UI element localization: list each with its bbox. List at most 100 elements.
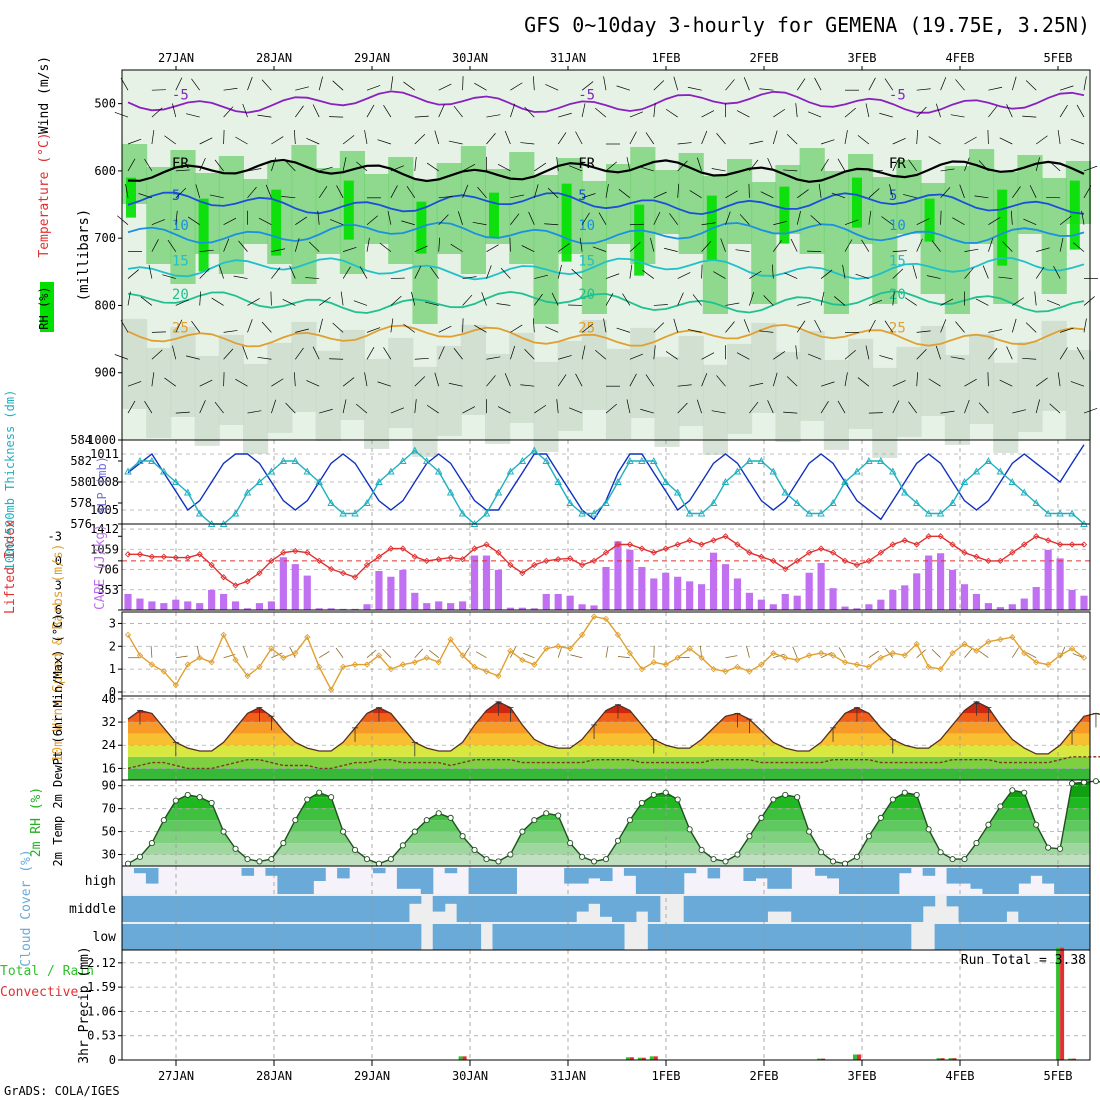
wind-barb — [148, 264, 153, 279]
wind-barb — [571, 268, 583, 279]
cloud-cell — [659, 868, 673, 894]
cloud-cell — [492, 924, 506, 950]
wind-barb — [390, 318, 394, 333]
cloud-cell — [994, 896, 1007, 922]
cloud-cell — [982, 868, 995, 894]
wind-barb — [426, 404, 439, 414]
isotherm-label: 20 — [889, 287, 906, 303]
wind10m-barb — [414, 648, 424, 658]
wind-barb — [916, 330, 931, 333]
rh-band-high — [1069, 180, 1080, 250]
rh-band-low — [1041, 320, 1067, 411]
precip-tick-label: 1.59 — [87, 980, 116, 994]
wind-barb — [191, 78, 200, 91]
temp-band — [128, 713, 1090, 723]
cloud-cell — [1042, 896, 1055, 922]
wind-barb — [164, 377, 177, 387]
cape-bar — [482, 555, 491, 610]
lifted-index-point — [1021, 541, 1028, 548]
lifted-index-point — [794, 557, 801, 564]
wind10m-barb — [289, 646, 296, 658]
wind-barb — [716, 133, 726, 145]
cloud-cell — [982, 924, 995, 950]
wind-barb — [772, 130, 778, 145]
precip-total-legend: Total / Rain — [0, 964, 94, 979]
cloud-cell — [157, 896, 171, 922]
wind10m-point — [459, 652, 466, 659]
cloud-cell — [922, 868, 936, 876]
rh2m-point — [268, 856, 275, 863]
wind-barb — [477, 186, 487, 199]
lifted-index-point — [961, 549, 968, 556]
rh-band — [128, 808, 1090, 821]
thickness-point — [566, 499, 574, 506]
wind-barb — [528, 211, 535, 225]
rh2m-point — [244, 856, 251, 863]
wind-barb — [687, 329, 702, 333]
cape-bar — [972, 593, 981, 610]
wind-barb — [199, 400, 206, 414]
wind-tick-label: 1 — [109, 662, 116, 676]
rh-tick-label: 30 — [102, 848, 116, 862]
lifted-index-point — [746, 549, 753, 556]
thickness-point — [411, 446, 419, 454]
cloud-cell — [564, 896, 577, 922]
wind-barb — [144, 158, 153, 172]
cloud-cell — [886, 896, 900, 922]
cape-bar — [757, 599, 765, 610]
rh2m-point — [1045, 844, 1052, 851]
cloud-cell — [133, 896, 147, 922]
wind-barb — [916, 88, 931, 91]
wind-barb — [453, 105, 463, 118]
cloud-cell — [576, 924, 589, 950]
wind-barb — [749, 382, 764, 387]
cloud-cell — [970, 924, 984, 950]
wind-barb — [629, 264, 633, 279]
wind-barb — [677, 292, 684, 306]
wind-barb — [434, 372, 440, 387]
date-label-bottom: 5FEB — [1044, 1069, 1073, 1083]
cloud-cell — [528, 896, 541, 922]
cloud-cell — [779, 896, 792, 912]
thickness-point — [446, 488, 455, 496]
wind-barb — [1006, 104, 1013, 118]
wind-barb — [988, 217, 1001, 226]
wind-barb — [414, 357, 429, 360]
lifted-index-point — [136, 551, 144, 558]
cloud-cell — [492, 868, 506, 894]
wind-barb — [844, 107, 856, 118]
wind-barb — [701, 240, 712, 252]
wind-barb — [629, 373, 637, 387]
cloud-cell — [1006, 924, 1019, 950]
wind-barb — [127, 138, 142, 145]
wind-barb — [616, 85, 631, 91]
cloud-cell — [289, 924, 302, 950]
wind-barb — [556, 156, 559, 171]
wind-barb — [964, 136, 977, 145]
wind10m-point — [662, 661, 669, 668]
cloud-cell — [193, 924, 207, 950]
wind-barb — [978, 402, 989, 414]
wind10m-barb — [428, 650, 439, 659]
lifted-index-point — [304, 549, 311, 556]
thickness-point — [578, 509, 586, 517]
wind-barb — [959, 184, 965, 198]
cloud-cell — [600, 896, 613, 917]
wind-barb — [1059, 347, 1068, 360]
wind-barb — [496, 303, 511, 306]
rh2m-point — [1069, 780, 1076, 787]
wind-barb — [916, 238, 923, 252]
cloud-cell — [564, 924, 577, 950]
rh-tick-label: 50 — [102, 825, 116, 839]
wind-barb — [892, 250, 907, 252]
wind-barb — [414, 376, 426, 387]
wind10m-barb — [725, 655, 738, 659]
wind-barb — [868, 210, 872, 225]
stability-frame — [121, 523, 1091, 611]
rh2m-point — [1057, 845, 1064, 852]
lifted-index-point — [1080, 541, 1088, 548]
cloud-cell — [217, 924, 231, 950]
wind-barb — [486, 133, 496, 145]
lifted-index-point — [734, 541, 741, 548]
wind-barb — [504, 130, 511, 145]
